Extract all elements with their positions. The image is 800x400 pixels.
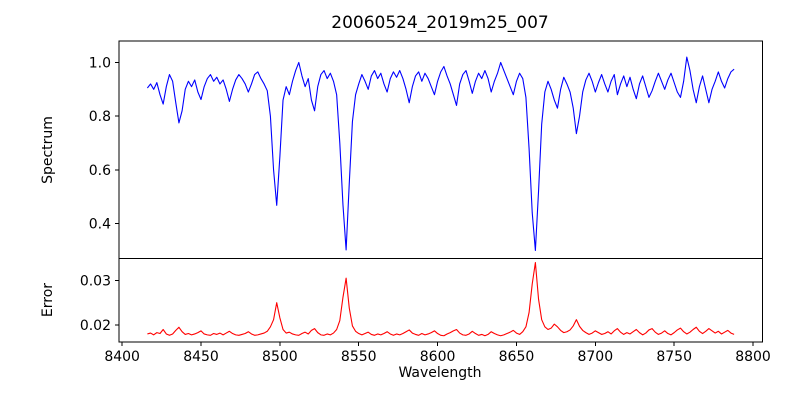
y-tick-label-spectrum: 0.6 (89, 163, 111, 179)
y-tick-label-spectrum: 1.0 (89, 55, 111, 71)
y-tick-label-spectrum: 0.8 (89, 109, 111, 125)
x-tick-label: 8600 (420, 349, 456, 365)
spectrum-line (146, 56, 735, 251)
x-tick-label: 8650 (499, 349, 535, 365)
y-tick-label-error: 0.03 (80, 273, 111, 289)
x-tick-label: 8500 (262, 349, 298, 365)
error-line (147, 261, 735, 337)
y-tick-label-spectrum: 0.4 (89, 217, 111, 233)
x-tick-label: 8750 (656, 349, 692, 365)
y-axis-label-spectrum: Spectrum (40, 116, 56, 184)
x-tick-label: 8550 (341, 349, 377, 365)
plot-title: 20060524_2019m25_007 (331, 13, 548, 33)
x-tick-label: 8800 (735, 349, 771, 365)
plot-generated-content: 0.4 0.6 0.8 1.0 0.02 0.03 8400 8450 8500 8550 8600… (80, 40, 771, 365)
x-axis-label: Wavelength (398, 365, 481, 381)
x-tick-label: 8700 (577, 349, 613, 365)
panel-frame-spectrum (118, 40, 763, 259)
x-tick-label: 8400 (104, 349, 140, 365)
y-axis-label-error: Error (40, 283, 56, 317)
panel-frame-error (118, 258, 763, 343)
y-tick-label-error: 0.02 (80, 318, 111, 334)
x-tick-label: 8450 (183, 349, 219, 365)
